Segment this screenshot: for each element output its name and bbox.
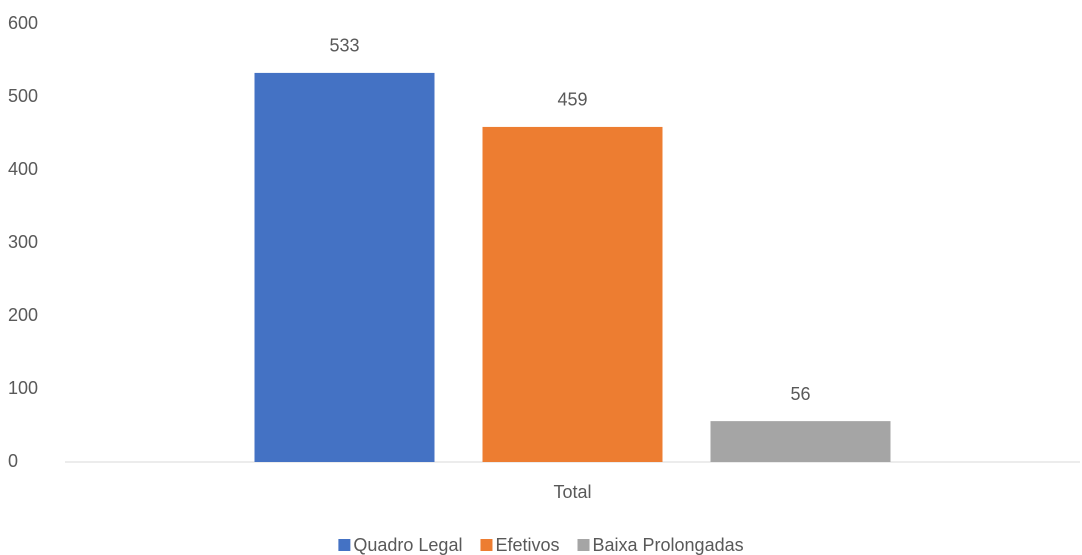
legend-label: Baixa Prolongadas xyxy=(593,535,744,555)
legend-swatch xyxy=(338,539,351,551)
bar xyxy=(482,126,663,463)
y-tick-label: 100 xyxy=(8,378,38,398)
legend-label: Efetivos xyxy=(495,535,559,555)
y-tick-label: 400 xyxy=(8,159,38,179)
data-label: 56 xyxy=(790,384,810,404)
bar xyxy=(710,421,891,462)
x-tick-label: Total xyxy=(553,482,591,502)
y-tick-label: 0 xyxy=(8,451,18,471)
bar xyxy=(254,72,435,462)
y-tick-label: 300 xyxy=(8,232,38,252)
y-tick-label: 200 xyxy=(8,305,38,325)
y-tick-label: 500 xyxy=(8,86,38,106)
data-label: 459 xyxy=(557,90,587,110)
legend-swatch xyxy=(480,539,493,551)
legend-label: Quadro Legal xyxy=(353,535,462,555)
legend-swatch xyxy=(577,539,590,551)
y-tick-label: 600 xyxy=(8,13,38,33)
data-label: 533 xyxy=(329,36,359,56)
